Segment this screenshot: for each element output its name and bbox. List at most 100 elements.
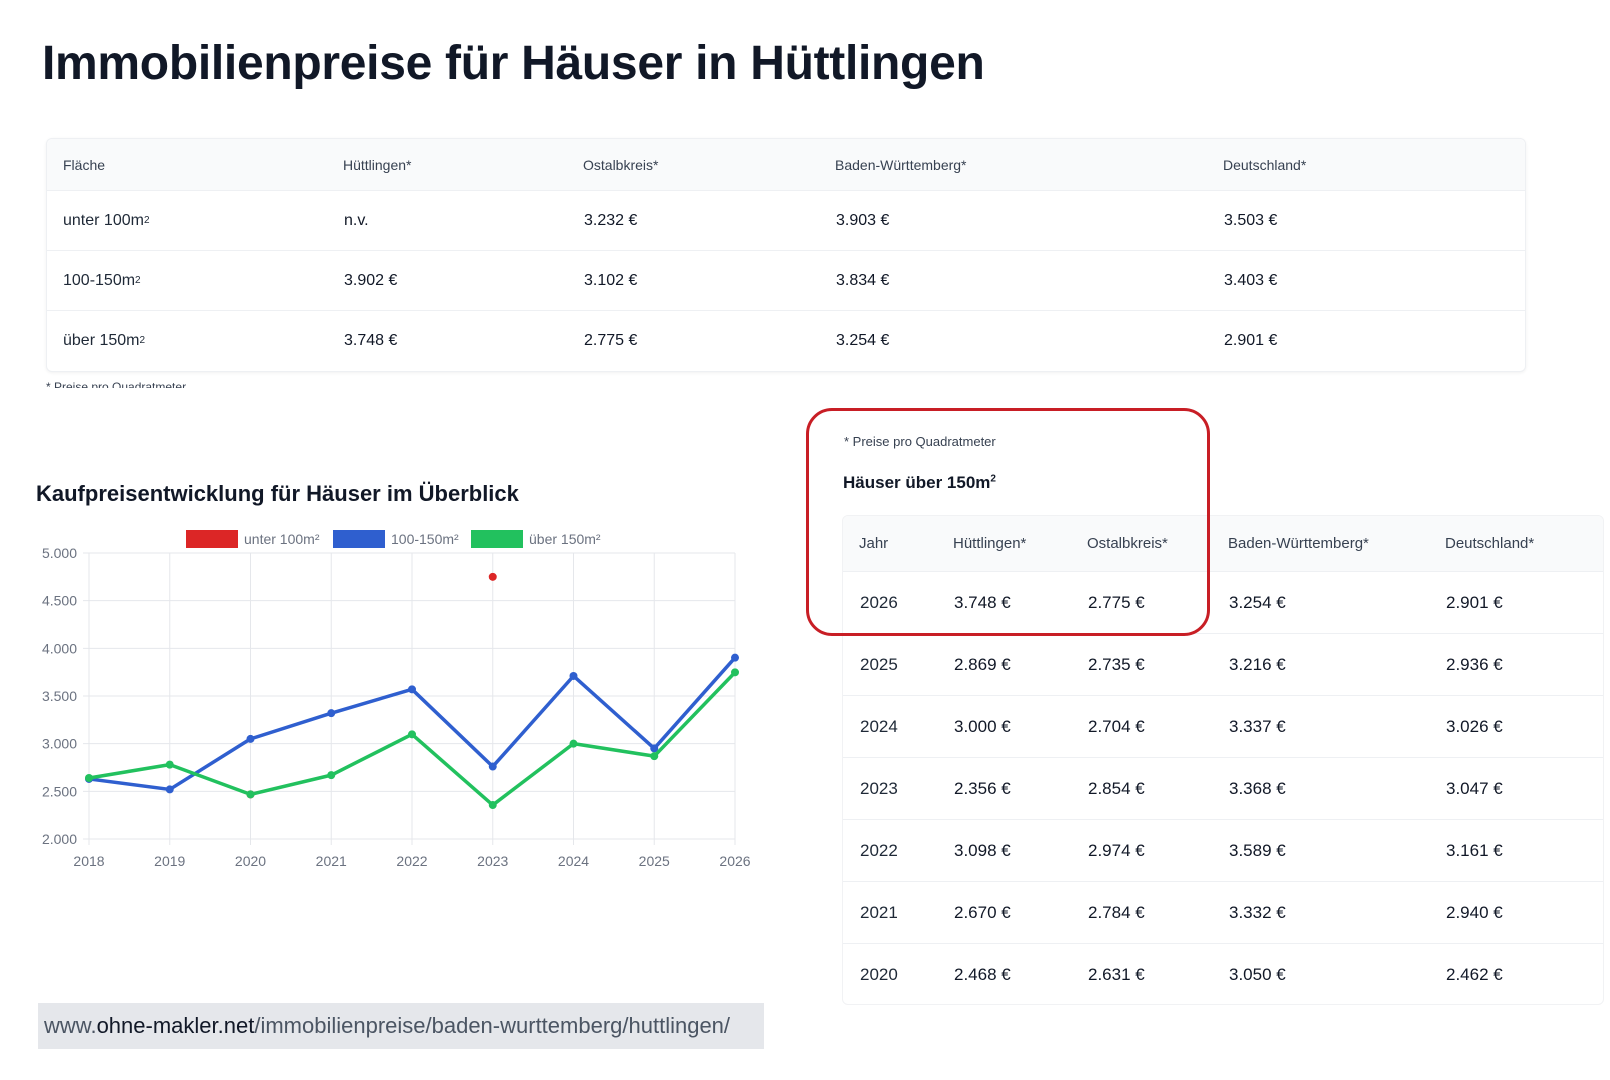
data-point: [85, 773, 93, 782]
highlight-frame: [806, 408, 1210, 636]
x-tick-label: 2018: [73, 853, 104, 869]
legend-swatch: [471, 530, 523, 548]
huettlingen-cell: 2.869 €: [954, 654, 1011, 674]
table-row: 2024 3.000 € 2.704 € 3.337 € 3.026 €: [843, 696, 1603, 758]
deutschland-cell: 3.047 €: [1446, 778, 1503, 798]
legend-swatch: [186, 530, 238, 548]
legend-swatch: [333, 530, 385, 548]
y-tick-label: 2.500: [42, 783, 77, 799]
year-cell: 2022: [860, 840, 898, 860]
ostalbkreis-cell: 2.784 €: [1088, 902, 1145, 922]
header-jahr: Jahr: [859, 535, 889, 552]
table-row: 2026 3.748 € 2.775 € 3.254 € 2.901 €: [843, 572, 1603, 634]
yearly-price-table: Jahr Hüttlingen* Ostalbkreis* Baden-Würt…: [842, 515, 1604, 1005]
ostalbkreis-cell: 2.704 €: [1088, 716, 1145, 736]
huettlingen-cell: 2.670 €: [954, 902, 1011, 922]
header-huettlingen: Hüttlingen*: [343, 156, 412, 173]
deutschland-cell: 2.936 €: [1446, 654, 1503, 674]
table-row: über 150m 2 3.748 € 2.775 € 3.254 € 2.901…: [47, 311, 1525, 371]
table-row: 2022 3.098 € 2.974 € 3.589 € 3.161 €: [843, 820, 1603, 882]
data-point: [165, 760, 174, 769]
y-tick-label: 2.000: [42, 831, 77, 847]
area-label: 100-150m 2: [63, 271, 141, 289]
deutschland-cell: 2.940 €: [1446, 902, 1503, 922]
source-url[interactable]: www. ohne-makler.net/immobilienpreise/bad…: [38, 1003, 764, 1049]
year-cell: 2026: [860, 592, 898, 612]
table-header-row: Jahr Hüttlingen* Ostalbkreis* Baden-Würt…: [843, 516, 1603, 572]
price-cell: 3.254 €: [836, 332, 890, 349]
ostalbkreis-cell: 2.854 €: [1088, 778, 1145, 798]
data-point: [731, 668, 739, 677]
table-row: unter 100m 2 n.v. 3.232 € 3.903 € 3.503 €: [47, 191, 1525, 251]
table-row: 2021 2.670 € 2.784 € 3.332 € 2.940 €: [843, 882, 1603, 944]
price-cell: 3.503 €: [1224, 211, 1278, 229]
highlight-subtitle: Häuser über 150m2: [843, 473, 996, 492]
table-row: 2020 2.468 € 2.631 € 3.050 € 2.462 €: [843, 944, 1603, 1004]
x-tick-label: 2021: [316, 853, 347, 869]
table-row: 100-150m 2 3.902 € 3.102 € 3.834 € 3.403 …: [47, 251, 1525, 311]
y-tick-label: 3.500: [42, 688, 77, 704]
data-point: [650, 752, 659, 761]
price-cell: 3.748 €: [344, 332, 398, 349]
chart-title: Kaufpreisentwicklung für Häuser im Überb…: [36, 481, 519, 506]
legend-label: unter 100m²: [244, 531, 320, 547]
huettlingen-cell: 3.748 €: [954, 592, 1011, 612]
url-path: /immobilienpreise/baden-wurttemberg/hutt…: [254, 1013, 731, 1038]
y-tick-label: 4.000: [42, 640, 77, 656]
year-cell: 2020: [860, 964, 898, 984]
price-by-area-table: Fläche Hüttlingen* Ostalbkreis* Baden-Wü…: [46, 138, 1526, 372]
x-tick-label: 2020: [235, 853, 266, 869]
price-cell: 3.902 €: [344, 271, 398, 289]
data-point: [488, 572, 497, 581]
area-label: über 150m 2: [63, 332, 146, 349]
price-development-chart: 5.000 4.500 4.000 3.500 3.000 2.500 2.000 2018 2…: [42, 530, 751, 869]
table-row: 2023 2.356 € 2.854 € 3.368 € 3.047 €: [843, 758, 1603, 820]
huettlingen-cell: 3.000 €: [954, 716, 1011, 736]
deutschland-cell: 2.901 €: [1446, 592, 1503, 612]
x-tick-label: 2022: [396, 853, 427, 869]
baden-wuerttemberg-cell: 3.216 €: [1229, 654, 1286, 674]
data-point: [408, 730, 416, 739]
header-baden-wuerttemberg: Baden-Württemberg*: [1228, 535, 1369, 552]
year-cell: 2024: [860, 716, 898, 736]
baden-wuerttemberg-cell: 3.589 €: [1229, 840, 1286, 860]
table-footnote: * Preise pro Quadratmeter: [46, 380, 187, 388]
x-tick-label: 2019: [154, 853, 185, 869]
data-point: [408, 685, 416, 694]
x-tick-label: 2025: [639, 853, 670, 869]
y-tick-label: 5.000: [42, 545, 77, 561]
deutschland-cell: 2.462 €: [1446, 964, 1503, 984]
data-point: [327, 709, 336, 718]
baden-wuerttemberg-cell: 3.337 €: [1229, 716, 1286, 736]
table-header-row: Fläche Hüttlingen* Ostalbkreis* Baden-Wü…: [47, 139, 1525, 191]
x-tick-label: 2026: [719, 853, 750, 869]
data-point: [246, 790, 255, 799]
price-cell: 3.232 €: [584, 211, 638, 229]
legend-label: über 150m²: [529, 531, 601, 547]
price-cell: 2.775 €: [584, 332, 638, 349]
x-tick-label: 2024: [558, 853, 589, 869]
price-cell: 2.901 €: [1224, 332, 1278, 349]
page-title: Immobilienpreise für Häuser in Hüttlinge…: [42, 37, 985, 90]
baden-wuerttemberg-cell: 3.050 €: [1229, 964, 1286, 984]
header-ostalbkreis: Ostalbkreis*: [583, 156, 659, 173]
data-point: [731, 653, 739, 662]
table-row: 2025 2.869 € 2.735 € 3.216 € 2.936 €: [843, 634, 1603, 696]
baden-wuerttemberg-cell: 3.368 €: [1229, 778, 1286, 798]
data-point: [650, 744, 659, 753]
data-point: [569, 671, 578, 680]
huettlingen-cell: 2.468 €: [954, 964, 1011, 984]
price-cell: 3.834 €: [836, 271, 890, 289]
header-huettlingen: Hüttlingen*: [953, 535, 1027, 552]
huettlingen-cell: 2.356 €: [954, 778, 1011, 798]
data-point: [488, 762, 497, 771]
deutschland-cell: 3.161 €: [1446, 840, 1503, 860]
year-cell: 2023: [860, 778, 898, 798]
area-label: unter 100m 2: [63, 211, 150, 229]
price-cell: 3.403 €: [1224, 271, 1278, 289]
year-cell: 2025: [860, 654, 898, 674]
url-domain: ohne-makler.net: [96, 1013, 255, 1038]
x-tick-label: 2023: [477, 853, 508, 869]
price-cell: 3.102 €: [584, 271, 638, 289]
huettlingen-cell: 3.098 €: [954, 840, 1011, 860]
